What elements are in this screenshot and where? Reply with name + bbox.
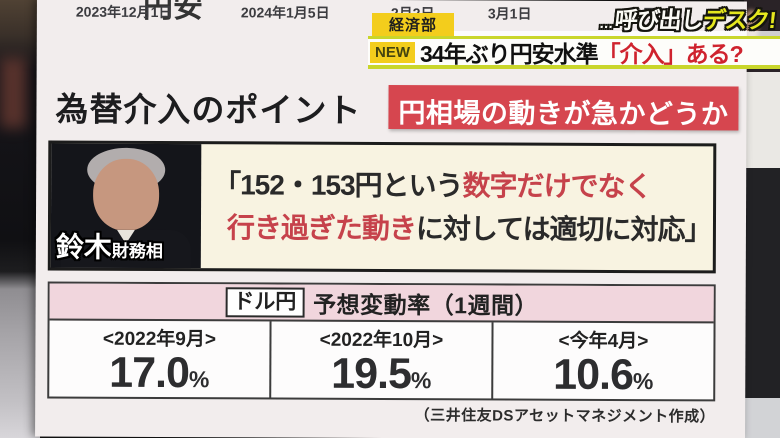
- quote-line1-red: 数字だけでなく: [462, 169, 652, 202]
- studio-desk: [744, 398, 780, 438]
- dept-badge-strip: [372, 31, 780, 37]
- studio-monitor: [744, 168, 780, 398]
- period-label: <今年4月>: [558, 330, 649, 353]
- volatility-value: 17.0%: [49, 348, 269, 398]
- photo-face: [92, 158, 160, 231]
- chart-axis-date: 2024年1月5日: [240, 4, 330, 21]
- panel-title-highlight: 円相場の動きが急かどうか: [388, 84, 739, 131]
- headline-red: 「介入」ある?: [597, 41, 744, 67]
- minister-quote-box: 鈴木財務相 「152・153円という数字だけでなく 行き過ぎた動きに対しては適切…: [47, 140, 717, 274]
- table-header-title: 予想変動率（1週間）: [313, 291, 539, 319]
- headline-band: NEW 34年ぶり円安水準「介入」ある?: [368, 36, 780, 69]
- quote-line-1: 「152・153円という数字だけでなく: [213, 163, 712, 209]
- period-label: <2022年9月>: [102, 328, 217, 351]
- dept-badge: 経済部: [372, 13, 455, 37]
- quote-line-2: 行き過ぎた動きに対しては適切に対応」: [227, 206, 712, 252]
- speaker-name: 鈴木: [55, 231, 112, 263]
- volatility-table: ドル円 予想変動率（1週間） <2022年9月> 17.0% <2022年10月…: [47, 281, 716, 402]
- quote-line1-black: 「152・153円という: [213, 168, 463, 201]
- speaker-role: 財務相: [111, 241, 163, 262]
- shelf-object: [0, 58, 26, 128]
- chart-axis-date: 3月1日: [487, 5, 532, 22]
- value-number: 17.0: [109, 348, 190, 398]
- table-cell: <2022年10月> 19.5%: [269, 321, 492, 399]
- studio-background-right: [744, 0, 780, 438]
- quote-line2-red: 行き過ぎた動き: [226, 212, 417, 245]
- value-number: 19.5: [331, 349, 412, 399]
- headline-black: 34年ぶり円安水準: [420, 41, 599, 67]
- volatility-table-header: ドル円 予想変動率（1週間）: [49, 283, 714, 324]
- quote-line2-black: に対しては適切に対応」: [415, 213, 712, 246]
- program-title-logo: …呼び出しデスク!: [599, 1, 778, 35]
- period-label: <2022年10月>: [319, 329, 444, 352]
- table-cell: <2022年9月> 17.0%: [49, 321, 269, 398]
- new-badge: NEW: [370, 41, 415, 63]
- volatility-value: 10.6%: [493, 350, 713, 400]
- presenter-shirt: [744, 72, 780, 168]
- table-cell: <今年4月> 10.6%: [491, 322, 714, 400]
- source-credit: （三井住友DSアセットマネジメント作成）: [414, 407, 716, 426]
- program-title-accent: デスク!: [701, 7, 778, 33]
- panel-title: 為替介入のポイント: [55, 90, 362, 129]
- currency-pair-tag: ドル円: [225, 286, 305, 318]
- studio-background-left: [0, 0, 40, 438]
- value-number: 10.6: [553, 350, 634, 400]
- chart-axis-date: 2023年12月1日: [75, 3, 173, 21]
- program-title-white: 呼び出し: [613, 7, 705, 33]
- volatility-value: 19.5%: [271, 349, 491, 399]
- value-unit: %: [410, 367, 432, 394]
- headline-text: 34年ぶり円安水準「介入」ある?: [420, 35, 744, 69]
- speaker-caption: 鈴木財務相: [56, 226, 163, 266]
- minister-photo: 鈴木財務相: [50, 143, 202, 269]
- value-unit: %: [188, 366, 210, 393]
- value-unit: %: [632, 368, 654, 395]
- volatility-table-body: <2022年9月> 17.0% <2022年10月> 19.5% <今年4月> …: [49, 321, 714, 400]
- quote-text: 「152・153円という数字だけでなく 行き過ぎた動きに対しては適切に対応」: [201, 144, 716, 270]
